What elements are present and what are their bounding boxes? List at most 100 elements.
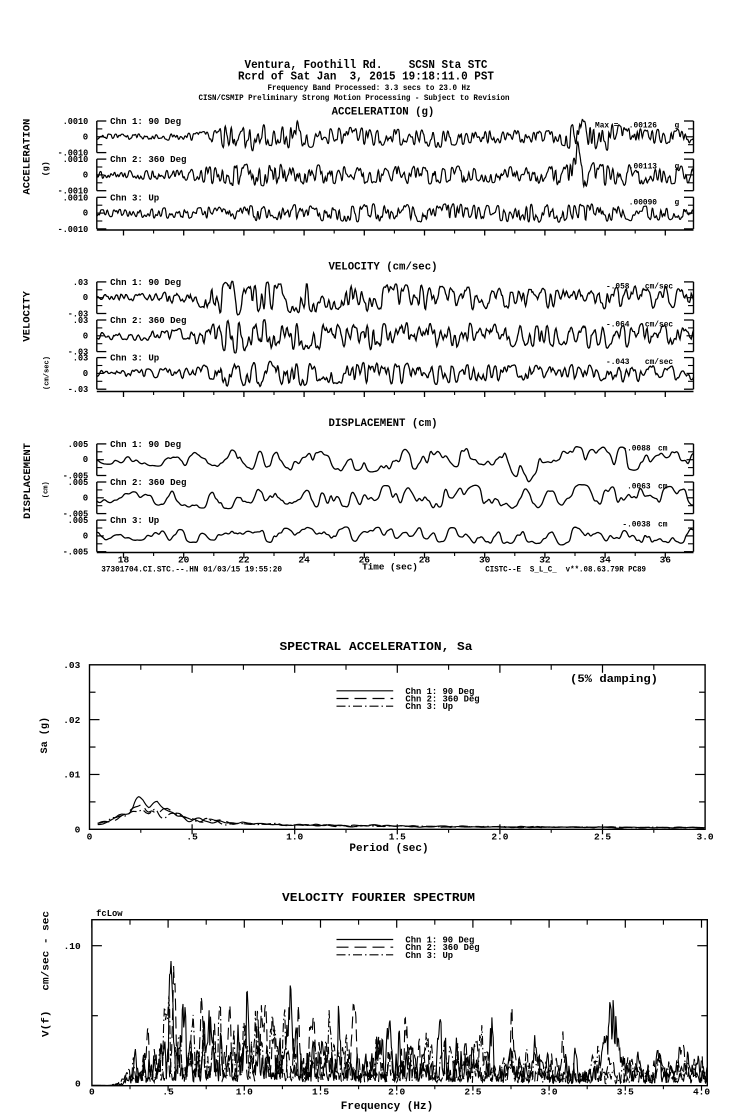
svg-text:.005: .005 bbox=[68, 478, 88, 488]
svg-text:fcLow: fcLow bbox=[96, 909, 123, 919]
svg-text:.5: .5 bbox=[162, 1087, 174, 1098]
svg-text:.03: .03 bbox=[73, 316, 88, 326]
svg-text:cm/sec: cm/sec bbox=[645, 357, 673, 367]
svg-text:Chn 2: 360 Deg: Chn 2: 360 Deg bbox=[110, 478, 186, 488]
svg-text:-.03: -.03 bbox=[68, 385, 88, 395]
svg-text:0: 0 bbox=[83, 493, 88, 503]
svg-text:CISTC--E S_L_C_ v**.08.63.79: CISTC--E S_L_C_ v**.08.63.79R PC89 bbox=[485, 565, 646, 575]
svg-text:36: 36 bbox=[660, 555, 672, 566]
svg-text:-.005: -.005 bbox=[63, 472, 89, 482]
svg-text:0: 0 bbox=[75, 824, 81, 835]
svg-text:2.0: 2.0 bbox=[388, 1087, 405, 1098]
svg-text:4.0: 4.0 bbox=[693, 1087, 710, 1098]
svg-text:Chn 3: Up: Chn 3: Up bbox=[110, 516, 159, 526]
svg-text:.00090: .00090 bbox=[629, 198, 657, 207]
svg-text:0: 0 bbox=[83, 369, 88, 379]
svg-text:Frequency (Hz): Frequency (Hz) bbox=[341, 1101, 433, 1113]
svg-text:-.058: -.058 bbox=[606, 282, 630, 291]
svg-text:0: 0 bbox=[87, 832, 93, 843]
svg-text:Chn 3: Up: Chn 3: Up bbox=[405, 702, 453, 712]
svg-text:0: 0 bbox=[83, 331, 88, 341]
svg-text:Chn 3: Up: Chn 3: Up bbox=[110, 193, 159, 203]
svg-text:Time (sec): Time (sec) bbox=[362, 561, 418, 572]
svg-text:-.0010: -.0010 bbox=[58, 225, 89, 235]
svg-text:cm/sec: cm/sec bbox=[645, 281, 673, 291]
svg-text:Ventura, Foothill Rd. SCSN: Ventura, Foothill Rd. SCSN Sta STC bbox=[245, 59, 488, 72]
svg-text:1.0: 1.0 bbox=[286, 832, 303, 843]
svg-text:Chn 1: 90 Deg: Chn 1: 90 Deg bbox=[110, 278, 181, 288]
svg-text:.03: .03 bbox=[63, 660, 80, 671]
svg-text:VELOCITY FOURIER SPECTRUM: VELOCITY FOURIER SPECTRUM bbox=[282, 891, 475, 905]
svg-text:.00126: .00126 bbox=[629, 122, 657, 131]
svg-text:DISPLACEMENT: DISPLACEMENT bbox=[22, 443, 34, 519]
svg-text:24: 24 bbox=[298, 555, 310, 566]
svg-text:.03: .03 bbox=[73, 354, 88, 364]
svg-text:-.03: -.03 bbox=[68, 348, 88, 358]
svg-text:37301704.CI.STC.--.HN 01/03/15: 37301704.CI.STC.--.HN 01/03/15 19:55:20 bbox=[101, 565, 282, 575]
svg-text:VELOCITY: VELOCITY bbox=[21, 290, 33, 341]
svg-text:Chn 3: Up: Chn 3: Up bbox=[110, 354, 159, 364]
svg-text:-.0010: -.0010 bbox=[58, 187, 89, 197]
svg-text:.01: .01 bbox=[63, 770, 80, 781]
svg-text:.10: .10 bbox=[64, 941, 81, 952]
svg-text:0: 0 bbox=[83, 293, 88, 303]
svg-text:g: g bbox=[675, 198, 680, 207]
svg-text:.00113: .00113 bbox=[629, 162, 657, 171]
svg-text:0: 0 bbox=[89, 1087, 95, 1098]
svg-text:.0010: .0010 bbox=[63, 117, 89, 127]
svg-text:32: 32 bbox=[539, 555, 551, 566]
svg-text:Frequency Band Processed: 3.3: Frequency Band Processed: 3.3 secs to 23… bbox=[268, 83, 471, 93]
svg-text:3.5: 3.5 bbox=[617, 1087, 634, 1098]
svg-text:.005: .005 bbox=[68, 440, 88, 450]
svg-text:(5% damping): (5% damping) bbox=[570, 674, 658, 686]
svg-text:CISN/CSMIP Preliminary Strong: CISN/CSMIP Preliminary Strong Motion Pro… bbox=[199, 93, 510, 103]
svg-text:cm: cm bbox=[658, 483, 667, 492]
svg-text:Period (sec): Period (sec) bbox=[349, 843, 428, 855]
svg-text:g: g bbox=[675, 162, 680, 171]
svg-text:-.043: -.043 bbox=[606, 358, 630, 367]
svg-text:-.005: -.005 bbox=[63, 510, 89, 520]
svg-text:Max =: Max = bbox=[595, 122, 619, 131]
svg-text:.0010: .0010 bbox=[63, 155, 89, 165]
svg-text:Chn 1: 90 Deg: Chn 1: 90 Deg bbox=[110, 440, 181, 450]
svg-text:1.5: 1.5 bbox=[312, 1087, 329, 1098]
svg-text:30: 30 bbox=[479, 555, 491, 566]
svg-text:cm: cm bbox=[658, 521, 667, 530]
svg-text:0: 0 bbox=[83, 132, 88, 142]
svg-text:.005: .005 bbox=[68, 516, 88, 526]
svg-text:-.064: -.064 bbox=[606, 321, 630, 330]
svg-text:-.03: -.03 bbox=[68, 310, 88, 320]
svg-text:SPECTRAL ACCELERATION, Sa: SPECTRAL ACCELERATION, Sa bbox=[280, 640, 473, 654]
svg-text:Sa (g): Sa (g) bbox=[39, 717, 51, 754]
svg-text:g: g bbox=[675, 122, 680, 131]
svg-text:-.0038: -.0038 bbox=[622, 521, 650, 530]
svg-text:3.0: 3.0 bbox=[541, 1087, 558, 1098]
svg-text:1.0: 1.0 bbox=[236, 1087, 253, 1098]
svg-text:.0063: .0063 bbox=[627, 483, 651, 492]
svg-text:.5: .5 bbox=[186, 832, 198, 843]
svg-text:3.0: 3.0 bbox=[697, 832, 714, 843]
svg-text:0: 0 bbox=[83, 455, 88, 465]
svg-text:0: 0 bbox=[83, 209, 88, 219]
svg-text:-.0088: -.0088 bbox=[622, 444, 650, 453]
svg-text:Chn 1: 90 Deg: Chn 1: 90 Deg bbox=[405, 936, 474, 946]
svg-text:-.0010: -.0010 bbox=[58, 149, 89, 159]
svg-text:34: 34 bbox=[599, 555, 611, 566]
svg-text:0: 0 bbox=[83, 170, 88, 180]
svg-text:DISPLACEMENT (cm): DISPLACEMENT (cm) bbox=[328, 418, 437, 430]
svg-text:Chn 1: 90 Deg: Chn 1: 90 Deg bbox=[405, 687, 474, 697]
svg-text:1.5: 1.5 bbox=[389, 832, 406, 843]
svg-text:.0010: .0010 bbox=[63, 193, 89, 203]
svg-text:cm: cm bbox=[658, 444, 667, 453]
svg-text:Chn 3: Up: Chn 3: Up bbox=[405, 951, 453, 961]
svg-text:(g): (g) bbox=[42, 161, 51, 176]
svg-text:(cm/sec): (cm/sec) bbox=[43, 356, 51, 390]
svg-text:22: 22 bbox=[238, 555, 250, 566]
svg-text:2.5: 2.5 bbox=[464, 1087, 481, 1098]
svg-text:28: 28 bbox=[419, 555, 431, 566]
svg-text:Chn 2: 360 Deg: Chn 2: 360 Deg bbox=[405, 695, 479, 705]
svg-text:-.005: -.005 bbox=[63, 548, 89, 558]
svg-text:0: 0 bbox=[83, 531, 88, 541]
svg-text:Rcrd of Sat Jan 3, 2015 19:18: Rcrd of Sat Jan 3, 2015 19:18:11.0 PST bbox=[238, 71, 494, 84]
svg-text:Chn 2: 360 Deg: Chn 2: 360 Deg bbox=[405, 943, 479, 953]
